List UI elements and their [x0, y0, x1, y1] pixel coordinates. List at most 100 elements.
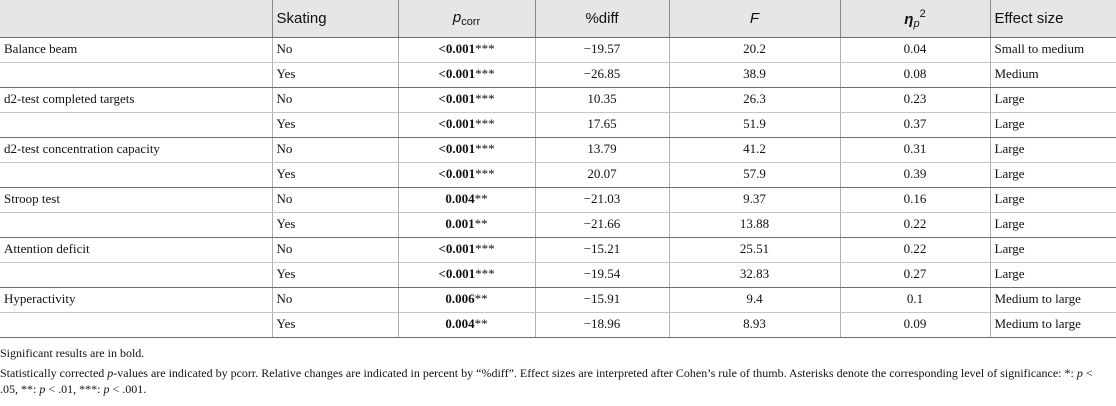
cell-f: 32.83 — [668, 262, 840, 288]
cell-diff: −15.91 — [534, 287, 669, 313]
p-value: <0.001 — [438, 116, 476, 131]
cell-eta: 0.31 — [839, 137, 990, 163]
cell-skating: Yes — [271, 312, 398, 338]
cell-p-corr: <0.001*** — [397, 237, 535, 263]
cell-diff: −15.21 — [534, 237, 669, 263]
cell-f: 26.3 — [668, 87, 840, 113]
table-row: Yes <0.001*** −19.54 32.83 0.27 Large — [0, 262, 1116, 288]
table-body: Balance beam No <0.001*** −19.57 20.2 0.04 Sma… — [0, 37, 1116, 338]
cell-f: 57.9 — [668, 162, 840, 188]
note-p3: p — [103, 382, 110, 396]
cell-f: 9.37 — [668, 187, 840, 213]
header-p-corr: pcorr — [397, 0, 535, 38]
significance-stars: *** — [475, 166, 495, 181]
p-value: <0.001 — [438, 41, 476, 56]
p-value: <0.001 — [438, 266, 476, 281]
header-p-symbol: p — [452, 9, 462, 26]
cell-diff: 13.79 — [534, 137, 669, 163]
cell-eta: 0.39 — [839, 162, 990, 188]
cell-diff: −21.03 — [534, 187, 669, 213]
table-row: Yes <0.001*** 20.07 57.9 0.39 Large — [0, 162, 1116, 188]
results-table: Skating pcorr %diff F ηp2 Effect size Ba… — [0, 0, 1116, 338]
significance-stars: ** — [474, 216, 488, 231]
cell-eta: 0.23 — [839, 87, 990, 113]
note-t2: < .01, ***: — [45, 382, 104, 396]
significance-stars: *** — [475, 91, 495, 106]
p-value: <0.001 — [438, 141, 476, 156]
header-p-subscript: corr — [461, 16, 481, 28]
significance-stars: ** — [474, 291, 488, 306]
cell-effect-size: Large — [989, 162, 1116, 188]
significance-stars: *** — [475, 141, 495, 156]
significance-stars: *** — [475, 116, 495, 131]
cell-measure — [0, 112, 272, 138]
table-row: Stroop test No 0.004** −21.03 9.37 0.16 Large — [0, 187, 1116, 213]
cell-skating: No — [271, 237, 398, 263]
cell-skating: No — [271, 287, 398, 313]
cell-measure: Stroop test — [0, 187, 272, 213]
header-row: Skating pcorr %diff F ηp2 Effect size — [0, 0, 1116, 38]
cell-measure: Balance beam — [0, 37, 272, 63]
cell-measure: Hyperactivity — [0, 287, 272, 313]
header-eta-symbol: η — [904, 10, 914, 28]
cell-p-corr: <0.001*** — [397, 112, 535, 138]
significance-stars: *** — [475, 266, 495, 281]
table-row: d2-test concentration capacity No <0.001**… — [0, 137, 1116, 163]
cell-f: 13.88 — [668, 212, 840, 238]
significance-stars: *** — [475, 241, 495, 256]
significance-stars: ** — [474, 316, 488, 331]
cell-skating: Yes — [271, 212, 398, 238]
header-skating: Skating — [271, 0, 398, 38]
cell-measure — [0, 312, 272, 338]
cell-p-corr: 0.004** — [397, 312, 535, 338]
cell-eta: 0.22 — [839, 237, 990, 263]
header-eta: ηp2 — [839, 0, 990, 38]
table-row: Hyperactivity No 0.006** −15.91 9.4 0.1 Medium… — [0, 287, 1116, 313]
cell-effect-size: Medium to large — [989, 312, 1116, 338]
cell-skating: Yes — [271, 162, 398, 188]
note-t3: < .001. — [109, 382, 147, 396]
cell-skating: No — [271, 187, 398, 213]
table-row: d2-test completed targets No <0.001*** 10.3… — [0, 87, 1116, 113]
cell-p-corr: 0.001** — [397, 212, 535, 238]
cell-diff: 20.07 — [534, 162, 669, 188]
cell-eta: 0.27 — [839, 262, 990, 288]
table-row: Yes <0.001*** −26.85 38.9 0.08 Medium — [0, 62, 1116, 88]
cell-eta: 0.09 — [839, 312, 990, 338]
cell-eta: 0.37 — [839, 112, 990, 138]
table-row: Yes 0.004** −18.96 8.93 0.09 Medium to large — [0, 312, 1116, 338]
cell-measure — [0, 162, 272, 188]
cell-measure: Attention deficit — [0, 237, 272, 263]
cell-p-corr: <0.001*** — [397, 37, 535, 63]
note-text-b: -values are indicated by pcorr. Relative… — [113, 366, 1077, 380]
header-f: F — [668, 0, 840, 38]
cell-f: 38.9 — [668, 62, 840, 88]
cell-effect-size: Large — [989, 137, 1116, 163]
cell-measure: d2-test completed targets — [0, 87, 272, 113]
p-value: <0.001 — [438, 66, 476, 81]
cell-p-corr: <0.001*** — [397, 87, 535, 113]
significance-stars: *** — [475, 66, 495, 81]
table-row: Yes 0.001** −21.66 13.88 0.22 Large — [0, 212, 1116, 238]
p-value: <0.001 — [438, 241, 476, 256]
cell-effect-size: Large — [989, 87, 1116, 113]
cell-measure: d2-test concentration capacity — [0, 137, 272, 163]
cell-p-corr: <0.001*** — [397, 62, 535, 88]
cell-diff: −19.54 — [534, 262, 669, 288]
cell-diff: 10.35 — [534, 87, 669, 113]
note-significance: Significant results are in bold. — [0, 346, 145, 360]
significance-stars: *** — [475, 41, 495, 56]
table-row: Yes <0.001*** 17.65 51.9 0.37 Large — [0, 112, 1116, 138]
note-p-symbol: p — [107, 366, 114, 380]
cell-f: 41.2 — [668, 137, 840, 163]
note-t1: < .05, **: — [0, 366, 1093, 396]
cell-effect-size: Large — [989, 237, 1116, 263]
cell-p-corr: <0.001*** — [397, 137, 535, 163]
cell-skating: No — [271, 137, 398, 163]
cell-measure — [0, 262, 272, 288]
significance-stars: ** — [474, 191, 488, 206]
cell-effect-size: Medium — [989, 62, 1116, 88]
header-measure — [0, 0, 272, 38]
note-p1: p — [1076, 366, 1083, 380]
header-diff: %diff — [534, 0, 669, 38]
